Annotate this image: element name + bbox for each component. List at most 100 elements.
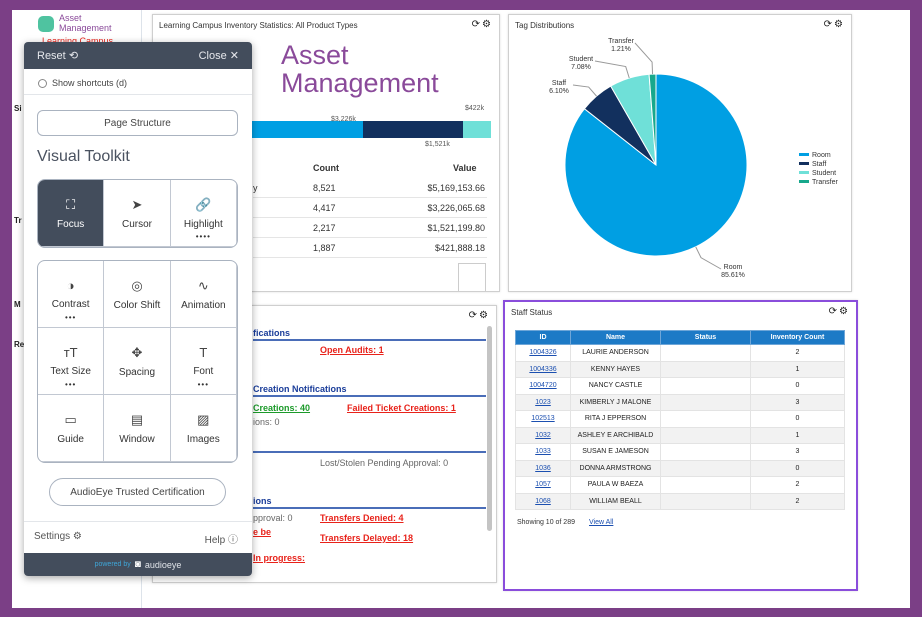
tool-highlight[interactable]: 🔗 Highlight ••••: [170, 180, 237, 247]
column-header[interactable]: Name: [570, 330, 661, 345]
staff-name: DONNA ARMSTRONG: [570, 459, 661, 477]
tool-color-shift[interactable]: ◎ Color Shift: [104, 261, 171, 328]
section-heading: fications: [253, 328, 291, 338]
scrollbar[interactable]: [487, 326, 492, 531]
legend-entry[interactable]: Transfer: [812, 179, 838, 186]
section-heading: Creation Notifications: [253, 384, 347, 394]
row-value: $421,888.18: [434, 243, 485, 253]
tool-spacing[interactable]: ✥ Spacing: [104, 328, 171, 395]
powered-by-footer: powered by ◙ audioeye: [24, 553, 252, 576]
refresh-icon[interactable]: ⟳: [823, 19, 835, 30]
inventory-count: 1: [750, 360, 845, 378]
creations-link[interactable]: Creations: 40: [253, 403, 311, 413]
color-shift-icon: ◎: [131, 277, 143, 293]
staff-name: WILLIAM BEALL: [570, 492, 661, 510]
staff-id-link[interactable]: 1033: [535, 448, 551, 456]
tool-window[interactable]: ▤ Window: [104, 395, 171, 462]
tool-focus[interactable]: ⛶ Focus: [38, 180, 105, 247]
staff-id-link[interactable]: 1004336: [529, 365, 557, 373]
legend-entry[interactable]: Room: [812, 152, 831, 159]
panel-title: Tag Distributions: [515, 21, 575, 30]
certification-button[interactable]: AudioEye Trusted Certification: [49, 478, 226, 506]
transfers-denied-link[interactable]: Transfers Denied: 4: [320, 513, 404, 523]
legend-swatch: [799, 180, 809, 183]
settings-icon[interactable]: ⚙: [839, 306, 850, 317]
legend-entry[interactable]: Staff: [812, 161, 826, 168]
staff-id-link[interactable]: 1004720: [529, 382, 557, 390]
spacing-icon: ✥: [131, 344, 143, 360]
settings-icon[interactable]: ⚙: [834, 19, 845, 30]
staff-status: [660, 410, 751, 428]
view-all-link[interactable]: View All: [589, 519, 614, 526]
pie-slice-transfer[interactable]: [648, 73, 657, 166]
radio-icon[interactable]: [38, 78, 47, 88]
col-value: Value: [453, 163, 477, 173]
help-button[interactable]: Help ⓘ: [204, 535, 238, 546]
open-audits-link[interactable]: Open Audits: 1: [320, 345, 384, 355]
settings-icon[interactable]: ⚙: [479, 310, 490, 321]
staff-name: KENNY HAYES: [570, 360, 661, 378]
shortcut-label: Show shortcuts (d): [52, 78, 128, 88]
staff-id-link[interactable]: 1032: [535, 431, 551, 439]
page-structure-button[interactable]: Page Structure: [37, 110, 238, 136]
slice-value-label: 1.21%: [611, 46, 631, 53]
staff-status: [660, 393, 751, 411]
staff-name: NANCY CASTLE: [570, 377, 661, 395]
failed-ticket-link[interactable]: Failed Ticket Creations: 1: [347, 403, 456, 413]
row-count: 4,417: [313, 203, 336, 213]
staff-id-link[interactable]: 1057: [535, 481, 551, 489]
options-indicator: ••••: [195, 232, 211, 241]
staff-id-link[interactable]: 1068: [535, 497, 551, 505]
column-header[interactable]: ID: [515, 330, 571, 345]
tool-label: Spacing: [118, 366, 156, 378]
slice-name-label: Staff: [552, 80, 566, 87]
pie-chart: Room85.61%RoomStaff6.10%StaffStudent7.08…: [549, 38, 838, 279]
campus-name: Learning Campus: [42, 36, 114, 46]
staff-status: [660, 443, 751, 461]
help-icon: ⓘ: [228, 535, 238, 546]
tool-cursor[interactable]: ➤ Cursor: [104, 180, 171, 247]
in-progress-link[interactable]: In progress:: [253, 553, 306, 563]
settings-button[interactable]: Settings ⚙: [34, 531, 82, 542]
show-shortcuts-toggle[interactable]: Show shortcuts (d): [38, 78, 127, 88]
reset-button[interactable]: Reset ⟲: [37, 50, 79, 62]
tool-images[interactable]: ▨ Images: [170, 395, 237, 462]
row-value: $1,521,199.80: [427, 223, 485, 233]
staff-id-link[interactable]: 102513: [531, 415, 555, 423]
tool-text-size[interactable]: ᴛT Text Size •••: [38, 328, 105, 395]
refresh-icon[interactable]: ⟳: [468, 310, 480, 321]
logo-text: Asset Management: [59, 13, 112, 33]
legend-swatch: [799, 162, 809, 165]
options-indicator: •••: [64, 313, 77, 322]
legend-entry[interactable]: Student: [812, 170, 836, 177]
brand-logo: Asset Management: [281, 40, 439, 98]
staff-id-link[interactable]: 1036: [535, 464, 551, 472]
transfers-pending-text: pproval: 0: [253, 513, 293, 523]
refresh-icon[interactable]: ⟳: [471, 19, 483, 30]
staff-name: SUSAN E JAMESON: [570, 443, 661, 461]
row-fragment: y: [253, 183, 258, 193]
table-row: 1032 ASHLEY E ARCHIBALD 1: [515, 426, 845, 444]
table-row: 1036 DONNA ARMSTRONG 0: [515, 459, 845, 477]
tool-label: Cursor: [121, 218, 152, 230]
notification-link[interactable]: e be: [253, 527, 272, 537]
staff-status: [660, 459, 751, 477]
staff-id-link[interactable]: 1004326: [529, 349, 557, 357]
staff-id-link[interactable]: 1023: [535, 398, 551, 406]
tool-animation[interactable]: ∿ Animation: [170, 261, 237, 328]
tool-font[interactable]: T Font •••: [170, 328, 237, 395]
column-header[interactable]: Inventory Count: [750, 330, 845, 345]
refresh-icon[interactable]: ⟳: [828, 306, 840, 317]
settings-icon[interactable]: ⚙: [482, 19, 493, 30]
close-icon: ✕: [229, 50, 239, 62]
tool-contrast[interactable]: ◑ Contrast •••: [38, 261, 105, 328]
toolkit-heading: Visual Toolkit: [37, 148, 130, 165]
gear-icon: ⚙: [72, 531, 82, 542]
row-count: 1,887: [313, 243, 336, 253]
panel-title: Learning Campus Inventory Statistics: Al…: [159, 21, 358, 30]
sidebar-section: M: [14, 300, 21, 309]
tool-guide[interactable]: ▭ Guide: [38, 395, 105, 462]
column-header[interactable]: Status: [660, 330, 751, 345]
transfers-delayed-link[interactable]: Transfers Delayed: 18: [320, 533, 414, 543]
close-button[interactable]: Close ✕: [198, 50, 239, 62]
